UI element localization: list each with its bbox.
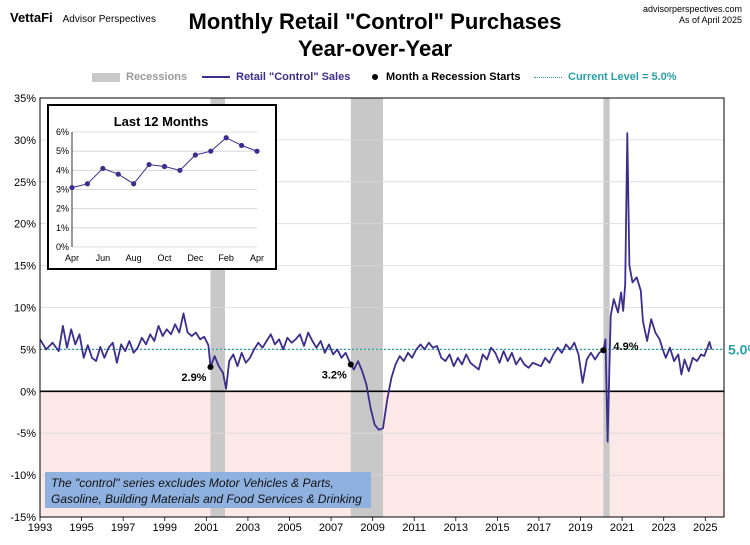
current-level-label: 5.0%: [728, 341, 750, 357]
legend-recessions: Recessions: [92, 71, 187, 83]
legend-recession-start-label: Month a Recession Starts: [386, 71, 521, 83]
legend-recessions-label: Recessions: [126, 71, 188, 83]
y-tick-label: 35%: [14, 93, 36, 105]
x-tick-label: 2017: [527, 522, 551, 534]
inset-point: [208, 148, 214, 154]
x-tick-label: 2021: [610, 522, 634, 534]
x-tick-label: 2023: [651, 522, 675, 534]
inset-title: Last 12 Months: [114, 114, 209, 129]
x-tick-label: 1993: [28, 522, 52, 534]
legend-current: Current Level = 5.0%: [534, 71, 677, 83]
legend: Recessions Retail "Control" Sales Month …: [0, 71, 750, 85]
inset-point: [84, 181, 91, 187]
inset-point: [115, 171, 121, 177]
y-tick-label: -5%: [16, 428, 36, 440]
recession-start-point: [207, 363, 214, 370]
brand-name: VettaFi: [10, 10, 53, 25]
y-tick-label: 10%: [14, 303, 36, 315]
inset-y-tick-label: 3%: [56, 185, 69, 195]
inset-point: [131, 181, 137, 187]
recession-start-label: 2.9%: [181, 372, 206, 384]
x-tick-label: 2009: [360, 522, 384, 534]
inset-x-tick-label: Apr: [65, 253, 79, 263]
inset-x-tick-label: Aug: [126, 253, 142, 263]
y-tick-label: 5%: [20, 344, 36, 356]
inset-point: [254, 148, 260, 154]
source-note: advisorperspectives.com As of April 2025: [643, 4, 742, 26]
x-tick-label: 2003: [236, 522, 260, 534]
inset-y-tick-label: 5%: [56, 146, 69, 156]
legend-series-label: Retail "Control" Sales: [236, 71, 351, 83]
legend-series-swatch: [202, 76, 230, 79]
legend-dot-swatch: [372, 74, 378, 81]
legend-recession-swatch: [92, 72, 120, 82]
inset-frame: [47, 104, 277, 270]
chart-title-line1: Monthly Retail "Control" Purchases: [188, 9, 562, 34]
x-tick-label: 2019: [568, 522, 592, 534]
x-tick-label: 2011: [402, 522, 426, 534]
inset-point: [69, 184, 75, 191]
y-tick-label: 0%: [20, 386, 36, 398]
chart-title-line2: Year-over-Year: [297, 36, 453, 61]
plot-border: [39, 97, 725, 518]
legend-recession-start: Month a Recession Starts: [372, 71, 520, 83]
inset-chart: Last 12 Months 0% 1% 2% 3% 4% 5% 6% Apr Jun Aug Oct…: [47, 104, 277, 270]
legend-current-label: Current Level = 5.0%: [568, 71, 677, 83]
series-line: [39, 132, 713, 443]
inset-y-tick-label: 0%: [56, 242, 69, 252]
inset-point: [192, 152, 198, 158]
inset-point: [100, 165, 106, 172]
y-tick-label: -15%: [10, 512, 36, 524]
footnote-box: The "control" series excludes Motor Vehi…: [45, 472, 371, 508]
x-tick-label: 2015: [485, 522, 509, 534]
recession-start-label: 3.2%: [322, 369, 347, 381]
inset-x-tick-label: Apr: [250, 253, 264, 263]
inset-point: [238, 142, 245, 149]
inset-y-tick-label: 4%: [56, 165, 69, 175]
inset-y-tick-label: 6%: [56, 127, 69, 137]
inset-y-tick-label: 2%: [56, 204, 69, 214]
chart-title: Monthly Retail "Control" Purchases Year-…: [0, 8, 750, 62]
recession-start-point: [600, 347, 607, 354]
legend-series: Retail "Control" Sales: [202, 71, 350, 83]
x-tick-label: 1997: [111, 522, 135, 534]
inset-x-tick-label: Feb: [218, 253, 234, 263]
y-tick-label: 15%: [14, 261, 36, 273]
inset-point: [146, 161, 152, 168]
inset-point: [223, 135, 229, 141]
inset-point: [161, 163, 168, 170]
y-tick-label: 20%: [14, 219, 36, 231]
x-tick-label: 1995: [69, 522, 93, 534]
x-tick-label: 2007: [319, 522, 343, 534]
brand-logo: VettaFi Advisor Perspectives: [10, 10, 156, 25]
y-tick-label: 30%: [14, 135, 36, 147]
brand-subtitle: Advisor Perspectives: [62, 14, 156, 25]
legend-current-swatch: [534, 76, 562, 78]
as-of-date: As of April 2025: [678, 15, 742, 25]
recession-start-label: 4.9%: [613, 341, 638, 353]
x-tick-label: 2025: [693, 522, 717, 534]
x-tick-label: 1999: [152, 522, 176, 534]
y-tick-label: -10%: [10, 470, 36, 482]
inset-point: [177, 167, 183, 173]
x-tick-label: 2013: [444, 522, 468, 534]
inset-x-tick-label: Dec: [187, 253, 204, 263]
inset-x-tick-label: Oct: [157, 253, 172, 263]
source-url: advisorperspectives.com: [642, 4, 742, 14]
x-tick-label: 2001: [194, 522, 218, 534]
recession-start-point: [347, 361, 354, 368]
inset-x-tick-label: Jun: [96, 253, 111, 263]
inset-y-tick-label: 1%: [56, 223, 69, 233]
x-tick-label: 2005: [277, 522, 301, 534]
y-tick-label: 25%: [14, 177, 36, 189]
